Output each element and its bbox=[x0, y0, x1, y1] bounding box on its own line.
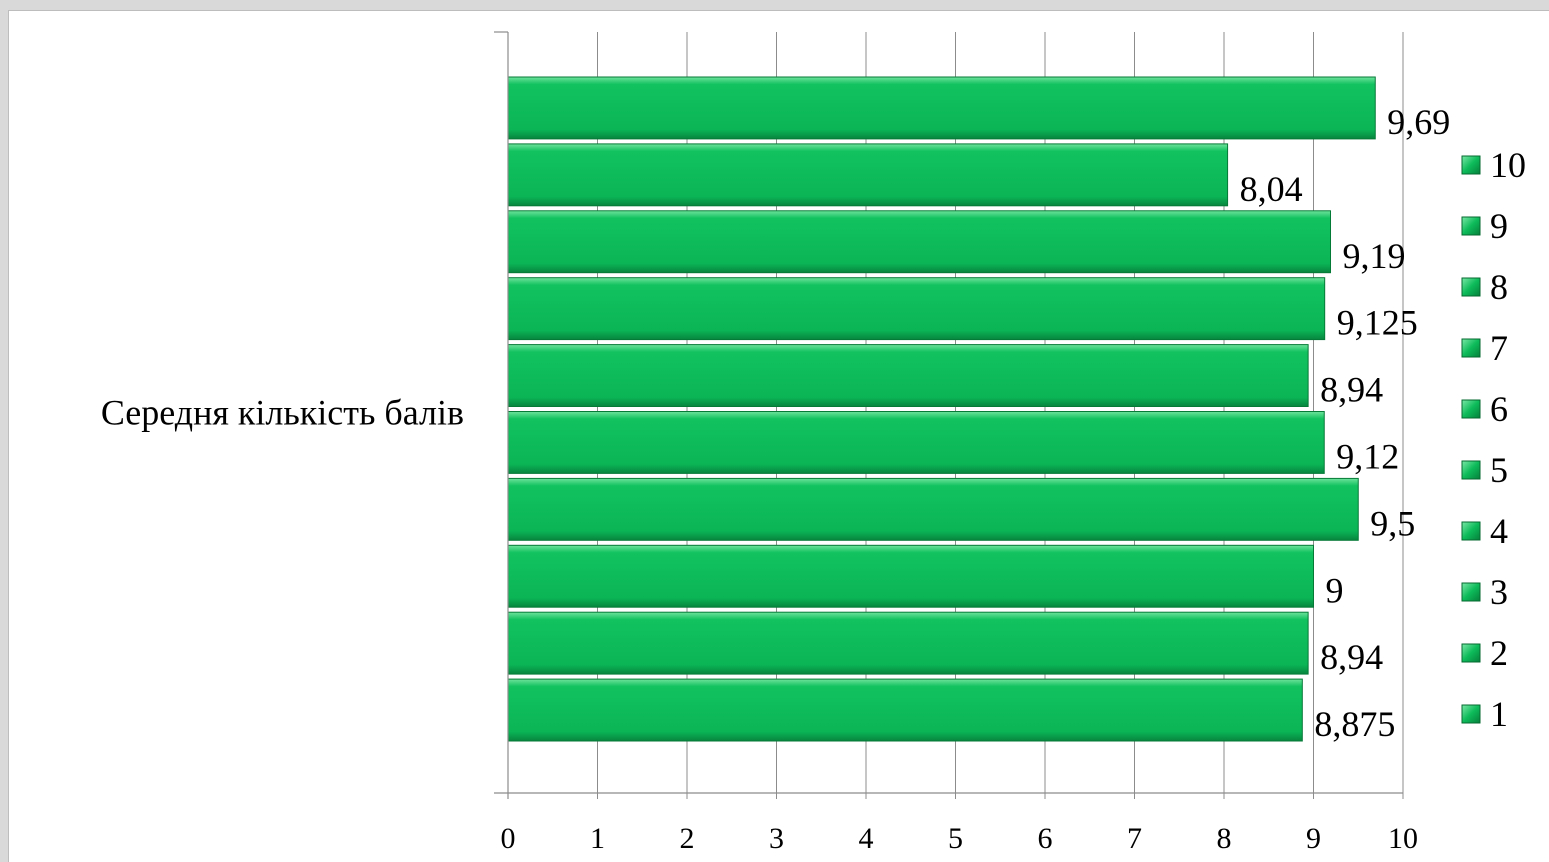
category-label: Середня кількість балів bbox=[101, 392, 464, 432]
data-label-8: 9,19 bbox=[1343, 236, 1406, 276]
legend: 10 9 8 7 6 5 4 3 2 1 bbox=[1461, 145, 1526, 734]
bar-6 bbox=[507, 344, 1309, 408]
data-label-3: 9 bbox=[1326, 570, 1344, 610]
legend-swatch-9 bbox=[1461, 216, 1481, 236]
bar-3 bbox=[507, 544, 1314, 608]
x-tick-label: 9 bbox=[1306, 822, 1321, 855]
x-tick-label: 3 bbox=[769, 822, 784, 855]
legend-swatch-6 bbox=[1461, 399, 1481, 419]
bars bbox=[507, 76, 1376, 742]
data-label-4: 9,5 bbox=[1370, 503, 1415, 543]
legend-swatch-2 bbox=[1461, 643, 1481, 663]
chart-frame: 0 1 2 3 4 5 6 7 8 9 10 8,875 8,94 9 9,5 9,12 8,94 9,125 9,… bbox=[8, 10, 1549, 862]
x-tick-label: 1 bbox=[590, 822, 605, 855]
x-tick-label: 10 bbox=[1388, 822, 1418, 855]
axes bbox=[494, 31, 1403, 799]
data-label-7: 9,125 bbox=[1337, 303, 1418, 343]
legend-swatch-7 bbox=[1461, 338, 1481, 358]
bar-10 bbox=[507, 76, 1376, 140]
data-label-9: 8,04 bbox=[1240, 169, 1303, 209]
x-tick-label: 5 bbox=[948, 822, 963, 855]
legend-swatch-5 bbox=[1461, 460, 1481, 480]
legend-label-8: 8 bbox=[1490, 267, 1508, 307]
data-label-2: 8,94 bbox=[1320, 637, 1383, 677]
legend-swatch-4 bbox=[1461, 521, 1481, 541]
legend-swatch-1 bbox=[1461, 704, 1481, 724]
x-tick-label: 6 bbox=[1038, 822, 1053, 855]
bar-5 bbox=[507, 411, 1325, 474]
data-label-6: 8,94 bbox=[1320, 370, 1383, 410]
bar-2 bbox=[507, 611, 1309, 675]
bar-9 bbox=[507, 143, 1229, 207]
legend-swatch-10 bbox=[1461, 155, 1481, 175]
x-tick-label: 2 bbox=[680, 822, 695, 855]
legend-label-4: 4 bbox=[1490, 511, 1508, 551]
legend-label-7: 7 bbox=[1490, 328, 1508, 368]
x-tick-label: 4 bbox=[859, 822, 874, 855]
legend-label-9: 9 bbox=[1490, 206, 1508, 246]
bar-1 bbox=[507, 678, 1303, 742]
x-tick-label: 8 bbox=[1217, 822, 1232, 855]
legend-label-6: 6 bbox=[1490, 389, 1508, 429]
x-tick-label: 0 bbox=[501, 822, 516, 855]
data-label-10: 9,69 bbox=[1387, 102, 1450, 142]
bar-4 bbox=[507, 477, 1359, 541]
data-label-5: 9,12 bbox=[1336, 436, 1399, 476]
data-label-1: 8,875 bbox=[1314, 704, 1395, 744]
legend-label-5: 5 bbox=[1490, 450, 1508, 490]
legend-label-10: 10 bbox=[1490, 145, 1526, 185]
legend-swatch-3 bbox=[1461, 582, 1481, 602]
bar-7 bbox=[507, 277, 1326, 341]
legend-label-2: 2 bbox=[1490, 633, 1508, 673]
legend-label-1: 1 bbox=[1490, 694, 1508, 734]
bar-8 bbox=[507, 210, 1332, 274]
legend-swatch-8 bbox=[1461, 277, 1481, 297]
labels: 0 1 2 3 4 5 6 7 8 9 10 8,875 8,94 9 9,5 9,12 8,94 9,125 9,… bbox=[501, 102, 1451, 855]
x-tick-label: 7 bbox=[1127, 822, 1142, 855]
bar-chart: 0 1 2 3 4 5 6 7 8 9 10 8,875 8,94 9 9,5 9,12 8,94 9,125 9,… bbox=[101, 31, 1526, 855]
legend-label-3: 3 bbox=[1490, 572, 1508, 612]
